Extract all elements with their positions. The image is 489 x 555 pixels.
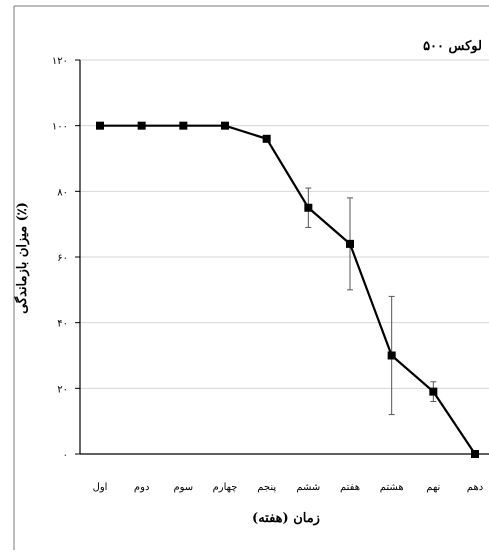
x-tick-label: دوم: [134, 482, 149, 493]
y-tick-label: ۴۰: [57, 319, 68, 330]
tick-labels: ۰ ۲۰ ۴۰ ۶۰ ۸۰ ۱۰۰ ۱۲۰ اول دوم سوم چهارم پنجم ششم هفتم…: [52, 56, 483, 493]
x-tick-label: هفتم: [340, 482, 360, 493]
data-point: [262, 134, 271, 143]
series-lines: [100, 124, 476, 455]
series-line: [100, 124, 476, 455]
x-tick-label: دهم: [467, 482, 483, 493]
data-markers: [96, 121, 479, 458]
x-tick-label: ششم: [296, 482, 320, 493]
y-axis-title: میزان بازماندگی (٪): [13, 202, 30, 314]
chart-annotation: ۵۰۰ لوکس: [423, 39, 482, 54]
y-tick-label: ۰: [63, 450, 68, 461]
x-tick-label: نهم: [426, 482, 440, 493]
x-tick-label: اول: [93, 482, 108, 493]
data-point: [387, 351, 396, 360]
y-tick-label: ۱۰۰: [52, 122, 68, 133]
x-tick-label: هشتم: [380, 482, 404, 493]
data-point: [346, 239, 354, 248]
x-tick-label: سوم: [173, 482, 193, 493]
data-point: [221, 121, 229, 130]
y-tick-label: ۸۰: [57, 187, 68, 198]
y-tick-label: ۱۲۰: [52, 56, 68, 67]
data-point: [471, 450, 479, 458]
data-point: [304, 203, 313, 212]
x-axis-title: زمان (هفته): [252, 511, 320, 526]
data-point: [429, 387, 438, 396]
data-point: [137, 121, 146, 130]
y-tick-label: ۲۰: [57, 384, 68, 395]
y-tick-label: ۶۰: [57, 253, 68, 264]
x-tick-label: پنجم: [257, 482, 276, 493]
axes: [75, 59, 489, 455]
data-point: [96, 121, 104, 130]
x-tick-label: چهارم: [213, 482, 238, 493]
data-point: [179, 121, 188, 130]
